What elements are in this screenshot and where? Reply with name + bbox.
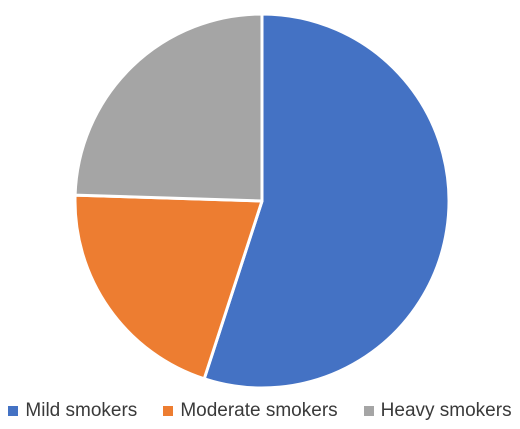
legend-item-heavy-smokers: Heavy smokers bbox=[363, 400, 512, 422]
legend-label: Mild smokers bbox=[25, 400, 138, 421]
chart-legend: Mild smokers Moderate smokers Heavy smoker… bbox=[0, 395, 520, 427]
legend-label: Heavy smokers bbox=[380, 400, 512, 421]
legend-label: Moderate smokers bbox=[180, 400, 338, 421]
legend-swatch bbox=[363, 406, 374, 416]
pie-slice-heavy-smokers bbox=[73, 12, 264, 203]
pie-slice-mild-smokers bbox=[202, 12, 451, 390]
pie-chart bbox=[73, 12, 451, 390]
legend-swatch bbox=[163, 406, 174, 416]
pie-slice-moderate-smokers bbox=[73, 193, 264, 381]
legend-item-moderate-smokers: Moderate smokers bbox=[163, 400, 338, 422]
legend-item-mild-smokers: Mild smokers bbox=[8, 400, 137, 422]
legend-swatch bbox=[8, 406, 19, 416]
